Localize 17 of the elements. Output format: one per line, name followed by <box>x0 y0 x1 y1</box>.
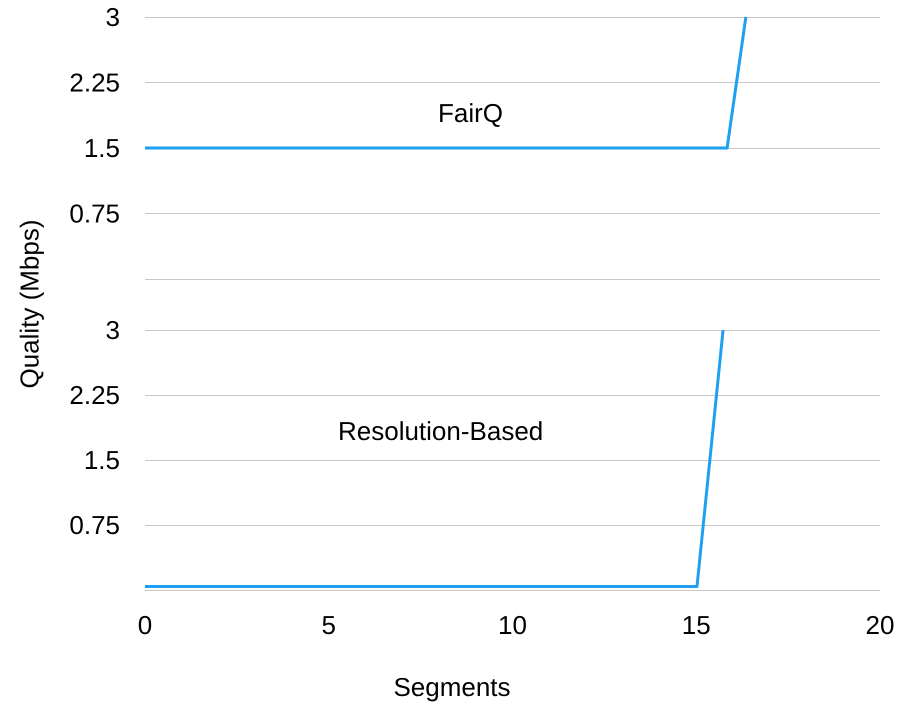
y-tick-label: 3 <box>106 2 120 32</box>
x-tick-label: 5 <box>322 610 336 640</box>
series-label: FairQ <box>438 98 503 128</box>
x-tick-label: 0 <box>138 610 152 640</box>
y-tick-label: 1.5 <box>84 445 120 475</box>
y-tick-label: 2.25 <box>69 68 120 98</box>
x-axis-title: Segments <box>393 672 511 702</box>
y-tick-label: 0.75 <box>69 510 120 540</box>
y-tick-label: 2.25 <box>69 380 120 410</box>
x-tick-label: 20 <box>866 610 894 640</box>
y-axis-title: Quality (Mbps) <box>14 219 46 389</box>
x-tick-label: 10 <box>498 610 527 640</box>
y-tick-label: 1.5 <box>84 133 120 163</box>
text: Resolution-Based <box>338 416 544 446</box>
x-tick-label: 15 <box>682 610 711 640</box>
y-tick-label: 0.75 <box>69 198 120 228</box>
y-tick-label: 3 <box>106 315 120 345</box>
